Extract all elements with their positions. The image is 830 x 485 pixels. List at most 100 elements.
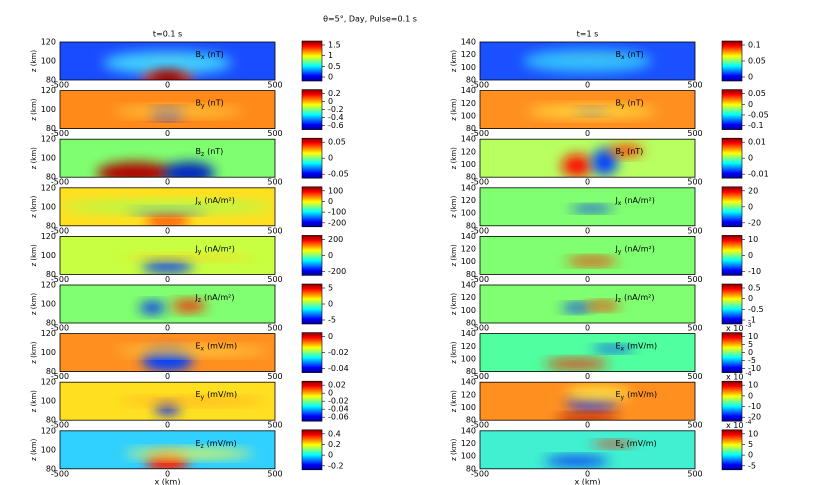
x-tick-label: 0 bbox=[585, 81, 590, 90]
colorbar-label: 0 bbox=[328, 389, 333, 398]
colorbar-label: 0 bbox=[748, 251, 753, 260]
y-axis-label: z (km) bbox=[450, 438, 458, 461]
label-subscript: x bbox=[621, 345, 625, 352]
field-feature bbox=[566, 257, 618, 265]
x-tick-label: 0 bbox=[585, 421, 590, 430]
colorbar bbox=[301, 283, 323, 325]
label-unit: (nT) bbox=[208, 50, 224, 59]
colorbar bbox=[721, 429, 743, 471]
y-tick-label: 80 bbox=[466, 76, 476, 85]
field bbox=[480, 42, 695, 80]
x-tick-label: 500 bbox=[687, 275, 702, 284]
y-tick-label: 80 bbox=[466, 221, 476, 230]
colorbar-label: -0.05 bbox=[328, 170, 349, 179]
x-tick-label: 500 bbox=[267, 421, 282, 430]
x-axis-label: x (km) bbox=[575, 477, 601, 485]
colorbar-label: 0 bbox=[748, 154, 753, 163]
colorbar-label: -200 bbox=[328, 267, 346, 276]
y-axis-label: z (km) bbox=[450, 390, 458, 413]
x-tick-label: -500 bbox=[471, 178, 489, 187]
field bbox=[480, 187, 695, 226]
label-subscript: z bbox=[621, 442, 624, 449]
label-subscript: y bbox=[201, 394, 205, 401]
y-tick-label: 80 bbox=[46, 416, 56, 425]
panel-frame bbox=[479, 187, 696, 227]
y-tick-label: 80 bbox=[466, 173, 476, 182]
y-tick-label: 100 bbox=[461, 160, 476, 169]
x-axis-label: x (km) bbox=[155, 477, 181, 485]
x-tick-label: 500 bbox=[267, 178, 282, 187]
x-tick-label: -500 bbox=[471, 421, 489, 430]
y-tick-label: 120 bbox=[461, 50, 476, 59]
x-tick-label: 0 bbox=[165, 324, 170, 333]
label-symbol: E bbox=[195, 341, 200, 350]
label-unit: (mV/m) bbox=[207, 390, 237, 399]
panel-label: Jz (nA/m²) bbox=[614, 293, 654, 304]
label-symbol: B bbox=[615, 50, 621, 59]
y-tick-label: 140 bbox=[461, 426, 476, 435]
field bbox=[60, 382, 275, 421]
y-tick-label: 140 bbox=[461, 232, 476, 241]
panel-frame bbox=[479, 381, 696, 421]
panel-frame bbox=[59, 90, 276, 129]
y-tick-label: 100 bbox=[41, 348, 56, 357]
colorbar-label: 0.05 bbox=[748, 57, 766, 66]
y-tick-label: 120 bbox=[41, 329, 56, 338]
colorbar-label: -0.2 bbox=[328, 105, 344, 114]
field-feature bbox=[570, 205, 614, 212]
panel-frame bbox=[59, 235, 276, 275]
x-tick-label: -500 bbox=[51, 421, 69, 430]
y-tick-label: 80 bbox=[46, 76, 56, 85]
panel-frame bbox=[59, 187, 276, 227]
colorbar-label: 5 bbox=[748, 340, 753, 349]
y-tick-label: 100 bbox=[461, 209, 476, 218]
panel-frame bbox=[479, 41, 696, 81]
x-tick-label: 500 bbox=[687, 469, 702, 478]
field bbox=[480, 90, 695, 129]
colorbar-label: -0.4 bbox=[328, 113, 344, 122]
label-subscript: x bbox=[618, 199, 622, 206]
x-tick-label: -500 bbox=[51, 324, 69, 333]
y-tick-label: 100 bbox=[461, 403, 476, 412]
panel-frame bbox=[59, 41, 276, 81]
x-tick-label: 0 bbox=[165, 178, 170, 187]
label-subscript: z bbox=[621, 151, 624, 158]
label-symbol: J bbox=[194, 293, 197, 302]
y-tick-label: 80 bbox=[46, 221, 56, 230]
field-feature bbox=[585, 302, 620, 310]
x-tick-label: 0 bbox=[585, 178, 590, 187]
panel: 120 100 80 z (km) -500 0 500 Bx (nT) 1.51 0.5 0 bbox=[30, 38, 341, 90]
panel: 120 100 80 z (km) -500 0 500 Ex (mV/m) 0 -0.02 -0.0… bbox=[30, 329, 349, 381]
label-symbol: J bbox=[194, 195, 197, 204]
colorbar-label: 20 bbox=[748, 186, 758, 195]
colorbar-label: 0 bbox=[748, 73, 753, 82]
x-tick-label: -500 bbox=[51, 469, 69, 478]
y-tick-label: 100 bbox=[41, 445, 56, 454]
field-background bbox=[480, 285, 695, 323]
label-symbol: B bbox=[195, 98, 201, 107]
colorbar-label: -0.02 bbox=[328, 348, 349, 357]
x-tick-label: 0 bbox=[585, 275, 590, 284]
colorbar-label: 0 bbox=[748, 348, 753, 357]
x-tick-label: 0 bbox=[585, 469, 590, 478]
y-tick-label: 120 bbox=[41, 135, 56, 144]
colorbar-label: 10 bbox=[748, 235, 758, 244]
colorbar-multiplier: x 10 -4 bbox=[726, 370, 752, 381]
panel-label: Ez (mV/m) bbox=[195, 438, 236, 449]
colorbar-label: 0 bbox=[328, 154, 333, 163]
field-feature bbox=[124, 254, 254, 261]
colorbar-label: 0.05 bbox=[328, 138, 346, 147]
colorbar-label: -1 bbox=[748, 316, 756, 325]
x-tick-label: 0 bbox=[165, 81, 170, 90]
colorbar-label: 100 bbox=[328, 186, 343, 195]
panel: 120 100 80 z (km) -500 0 500 Jz (nA/m²) 5 0 -5 bbox=[30, 281, 336, 333]
panel: 140 120 100 80 z (km) -500 0 500 Bz (nT) 0.01 0 -0.0… bbox=[450, 135, 769, 187]
colorbar-label: 0.01 bbox=[748, 138, 766, 147]
label-symbol: J bbox=[194, 244, 197, 253]
panel-label: By (nT) bbox=[195, 98, 223, 109]
panel-frame bbox=[59, 381, 276, 421]
